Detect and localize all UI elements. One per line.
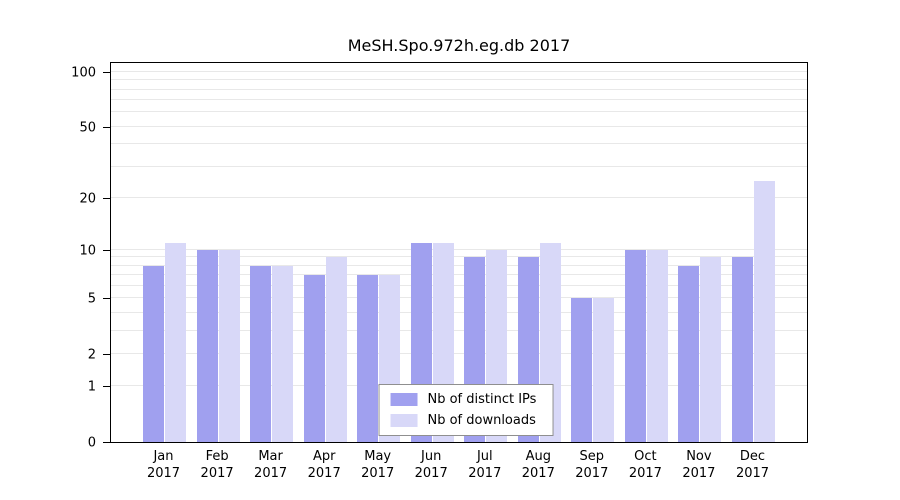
y-axis-tick [103,126,110,128]
gridline [111,79,807,81]
bar-downloads [646,249,668,442]
gridline [111,143,807,145]
bar-distinct-ips [624,249,646,442]
y-axis-tick-label: 1 [87,379,96,395]
x-axis-label: Feb 2017 [200,449,234,481]
gridline [111,125,807,127]
x-axis-label: Aug 2017 [521,449,555,481]
y-axis-tick-label: 20 [79,191,96,207]
gridline [111,274,807,276]
gridline [111,285,807,286]
bar-distinct-ips [250,265,272,442]
gridline [111,329,807,331]
bar-distinct-ips [143,265,164,442]
y-axis-tick-label: 0 [87,435,96,451]
x-axis-label: Sep 2017 [575,449,609,481]
gridline [111,88,807,90]
x-axis-label: Jan 2017 [146,449,181,481]
bar-distinct-ips [303,275,325,442]
bar-downloads [700,257,722,442]
gridline [111,256,807,258]
bar-distinct-ips [196,249,218,442]
bar-downloads [325,257,347,442]
y-axis-tick [103,353,110,355]
x-axis-label: Jul 2017 [468,449,502,481]
x-axis-label: May 2017 [361,449,395,481]
legend-entry-distinct-ips: Nb of distinct IPs [390,392,536,407]
bar-distinct-ips [678,265,700,442]
y-axis-tick [103,72,110,73]
y-axis-tick [103,442,110,443]
x-axis-label: Mar 2017 [254,449,288,481]
bar-distinct-ips [357,275,379,442]
bar-downloads [754,180,775,442]
legend-swatch-distinct-ips [390,393,418,406]
y-axis-tick [103,298,110,300]
x-axis-label: Jun 2017 [414,449,448,481]
legend: Nb of distinct IPs Nb of downloads [378,384,554,436]
y-axis: 0 1 2 5 10 20 50 100 [0,62,110,451]
legend-swatch-downloads [390,414,418,427]
gridline [111,264,807,266]
y-axis-tick-label: 2 [87,347,96,363]
bar-downloads [165,242,186,442]
y-axis-tick-label: 50 [79,120,96,136]
bar-distinct-ips [571,298,593,442]
x-axis-label: Dec 2017 [735,449,770,481]
y-axis-tick [103,197,110,199]
gridline [111,165,807,167]
y-axis-tick-label: 10 [79,243,96,259]
chart-title: MeSH.Spo.972h.eg.db 2017 [347,36,571,55]
gridline [111,196,807,198]
gridline [111,99,807,101]
gridline [111,352,807,354]
x-axis-label: Oct 2017 [628,449,662,481]
gridline [111,312,807,313]
gridline [111,111,807,113]
bar-downloads [593,298,615,442]
bar-downloads [218,249,240,442]
legend-entry-downloads: Nb of downloads [390,413,536,428]
legend-label-downloads: Nb of downloads [427,413,536,428]
y-axis-tick-label: 100 [71,65,96,81]
y-axis-tick [103,386,110,388]
bar-downloads [272,265,294,442]
gridline [111,71,807,72]
bar-distinct-ips [732,257,753,442]
gridline [111,297,807,299]
legend-label-distinct-ips: Nb of distinct IPs [427,392,537,407]
plot-area: Nb of distinct IPs Nb of downloads [110,62,808,443]
x-axis-label: Nov 2017 [682,449,716,481]
y-axis-tick-label: 5 [87,291,96,307]
x-axis: Jan 2017 Feb 2017 Mar 2017 Apr 2017 May 2017 Jun 20… [110,448,808,490]
y-axis-tick [103,249,110,251]
x-axis-label: Apr 2017 [307,449,341,481]
gridline [111,248,807,250]
